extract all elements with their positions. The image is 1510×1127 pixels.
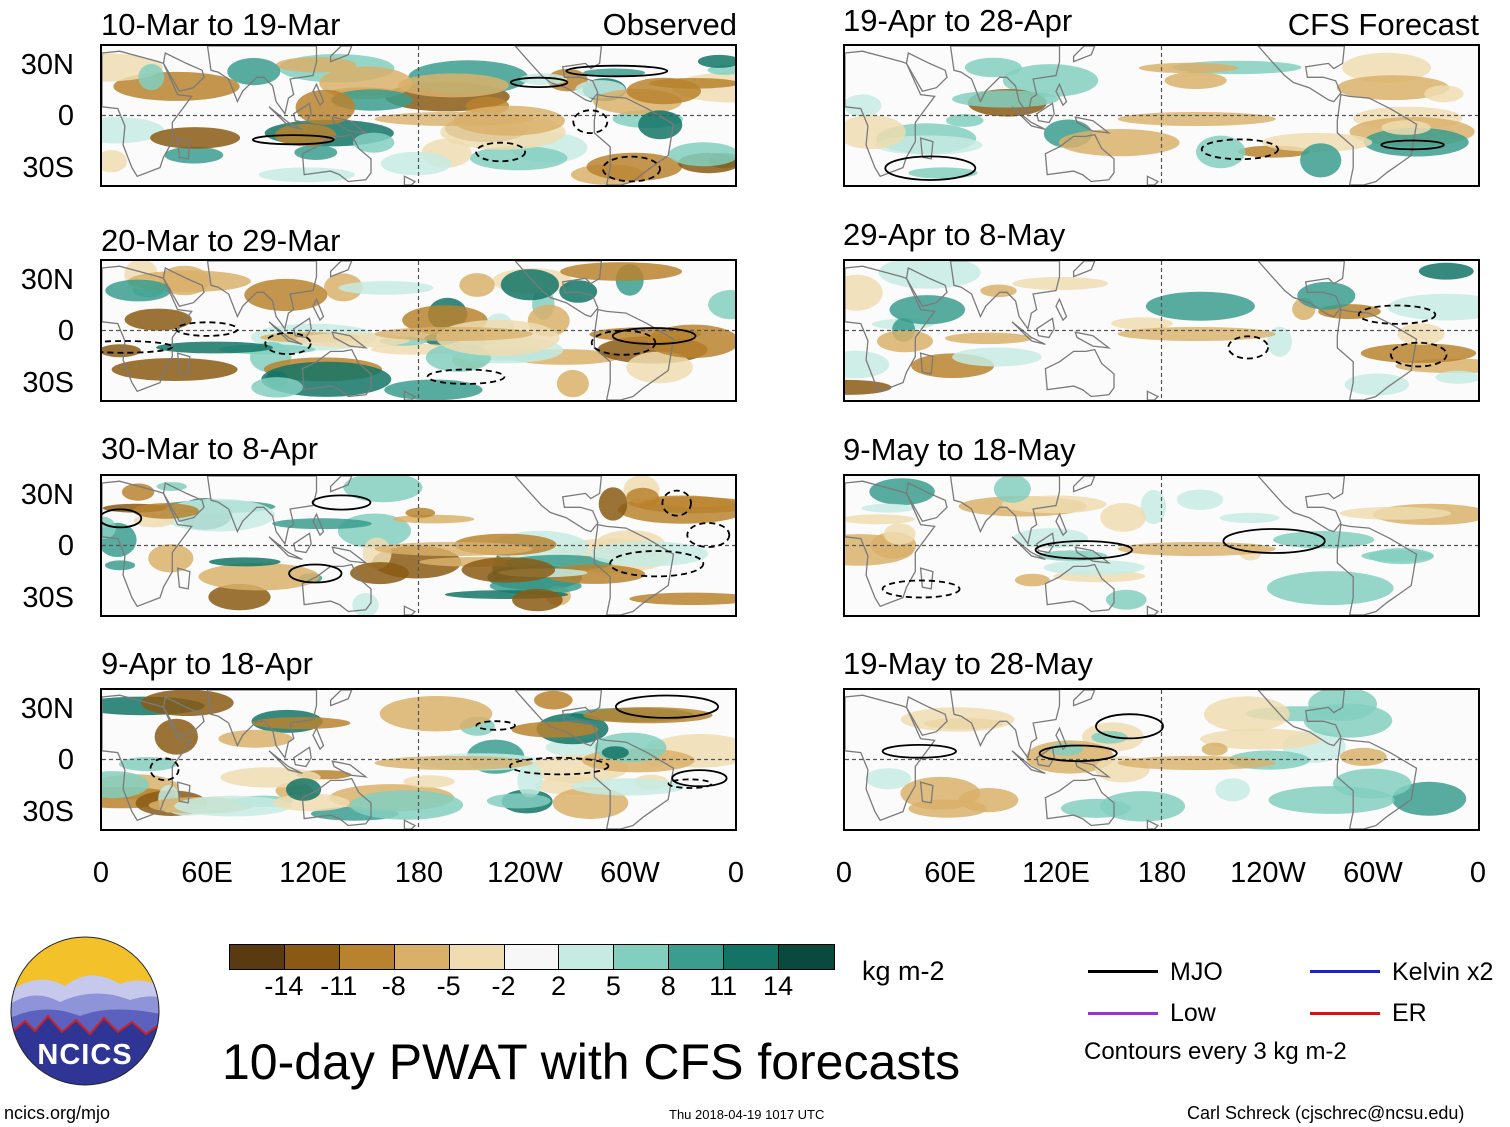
colorbar-swatch	[449, 945, 505, 969]
map-panel-8	[843, 688, 1480, 831]
map-panel-3	[100, 474, 737, 617]
panel-title-4: 9-Apr to 18-Apr	[101, 646, 313, 681]
colorbar-swatch	[669, 945, 725, 969]
panel-title-2: 20-Mar to 29-Mar	[101, 223, 341, 258]
legend-line-mjo	[1088, 970, 1158, 973]
lat-label-0-4: 0	[57, 744, 74, 776]
map-field-4	[102, 690, 735, 829]
lon-label-r-180: 180	[1137, 857, 1187, 889]
colorbar-tick: 2	[550, 971, 566, 1001]
colorbar-tick: -11	[320, 971, 358, 1001]
map-panel-4	[100, 688, 737, 831]
forecast-label: CFS Forecast	[1287, 7, 1479, 42]
panel-title-6: 29-Apr to 8-May	[843, 217, 1066, 252]
map-field-1	[102, 46, 735, 185]
colorbar-swatch	[559, 945, 615, 969]
legend-label-mjo: MJO	[1170, 958, 1223, 986]
lon-label-r-60e: 60E	[924, 857, 976, 889]
colorbar-units: kg m-2	[862, 956, 945, 986]
colorbar-tick: 11	[709, 971, 738, 1001]
panel-title-8: 19-May to 28-May	[843, 646, 1093, 681]
lat-label-30n-1: 30N	[20, 49, 74, 81]
map-panel-7	[843, 474, 1480, 617]
legend-line-er	[1310, 1012, 1380, 1015]
panel-title-1: 10-Mar to 19-Mar	[101, 7, 341, 42]
lat-label-30n-2: 30N	[20, 264, 74, 296]
lon-label-r-60w: 60W	[1343, 857, 1403, 889]
lon-label-r-0: 0	[835, 857, 853, 889]
lat-label-30n-4: 30N	[20, 693, 74, 725]
lon-label-r-360: 0	[1469, 857, 1487, 889]
lon-label-l-180: 180	[394, 857, 444, 889]
colorbar-tick: -14	[264, 971, 304, 1001]
panel-title-3: 30-Mar to 8-Apr	[101, 431, 319, 466]
map-field-7	[845, 476, 1478, 615]
colorbar-swatch	[614, 945, 670, 969]
map-field-6	[845, 261, 1478, 400]
map-panel-5	[843, 44, 1480, 187]
colorbar-tick: -8	[381, 971, 406, 1001]
legend-label-kelvin: Kelvin x2	[1392, 958, 1494, 986]
map-panel-1	[100, 44, 737, 187]
lon-label-l-0: 0	[92, 857, 110, 889]
lat-label-30n-3: 30N	[20, 479, 74, 511]
footer-url[interactable]: ncics.org/mjo	[4, 1103, 111, 1123]
lon-label-l-60e: 60E	[181, 857, 233, 889]
colorbar-swatch	[724, 945, 780, 969]
ncics-logo: NCICS	[10, 936, 160, 1086]
lat-label-0-1: 0	[57, 100, 74, 132]
logo-text: NCICS	[37, 1039, 133, 1071]
lon-label-l-120e: 120E	[279, 857, 347, 889]
lat-label-30s-3: 30S	[22, 582, 74, 614]
lon-label-l-120w: 120W	[487, 857, 563, 889]
colorbar-swatch	[394, 945, 450, 969]
lon-label-l-360: 0	[727, 857, 745, 889]
map-panel-6	[843, 259, 1480, 402]
panel-title-5: 19-Apr to 28-Apr	[843, 3, 1073, 38]
panel-title-7: 9-May to 18-May	[843, 432, 1076, 467]
map-field-2	[102, 261, 735, 400]
map-field-5	[845, 46, 1478, 185]
legend-note: Contours every 3 kg m-2	[1084, 1038, 1347, 1065]
colorbar-swatch	[284, 945, 340, 969]
lat-label-0-2: 0	[57, 315, 74, 347]
colorbar-tick: -5	[436, 971, 461, 1001]
map-panel-2	[100, 259, 737, 402]
lat-label-30s-1: 30S	[22, 152, 74, 184]
legend-label-low: Low	[1170, 999, 1216, 1027]
colorbar-swatch	[339, 945, 395, 969]
legend-line-low	[1088, 1012, 1158, 1015]
lon-label-r-120w: 120W	[1230, 857, 1306, 889]
footer-credit: Carl Schreck (cjschrec@ncsu.edu)	[1187, 1103, 1465, 1123]
map-field-3	[102, 476, 735, 615]
observed-label: Observed	[602, 7, 737, 42]
map-field-8	[845, 690, 1478, 829]
colorbar-swatch	[230, 945, 285, 969]
lat-label-30s-2: 30S	[22, 367, 74, 399]
lon-label-r-120e: 120E	[1022, 857, 1090, 889]
colorbar-tick: 5	[605, 971, 621, 1001]
legend-label-er: ER	[1392, 999, 1427, 1027]
lat-label-30s-4: 30S	[22, 796, 74, 828]
colorbar	[229, 944, 835, 970]
colorbar-swatch	[779, 945, 834, 969]
footer-timestamp: Thu 2018-04-19 1017 UTC	[669, 1107, 825, 1122]
legend-line-kelvin	[1310, 970, 1380, 973]
colorbar-swatch	[504, 945, 560, 969]
colorbar-tick: -2	[491, 971, 516, 1001]
figure-title: 10-day PWAT with CFS forecasts	[222, 1034, 961, 1090]
colorbar-tick: 14	[763, 971, 794, 1001]
colorbar-tick: 8	[660, 971, 676, 1001]
lat-label-0-3: 0	[57, 530, 74, 562]
ncics-logo-icon	[10, 936, 160, 1086]
lon-label-l-60w: 60W	[600, 857, 660, 889]
